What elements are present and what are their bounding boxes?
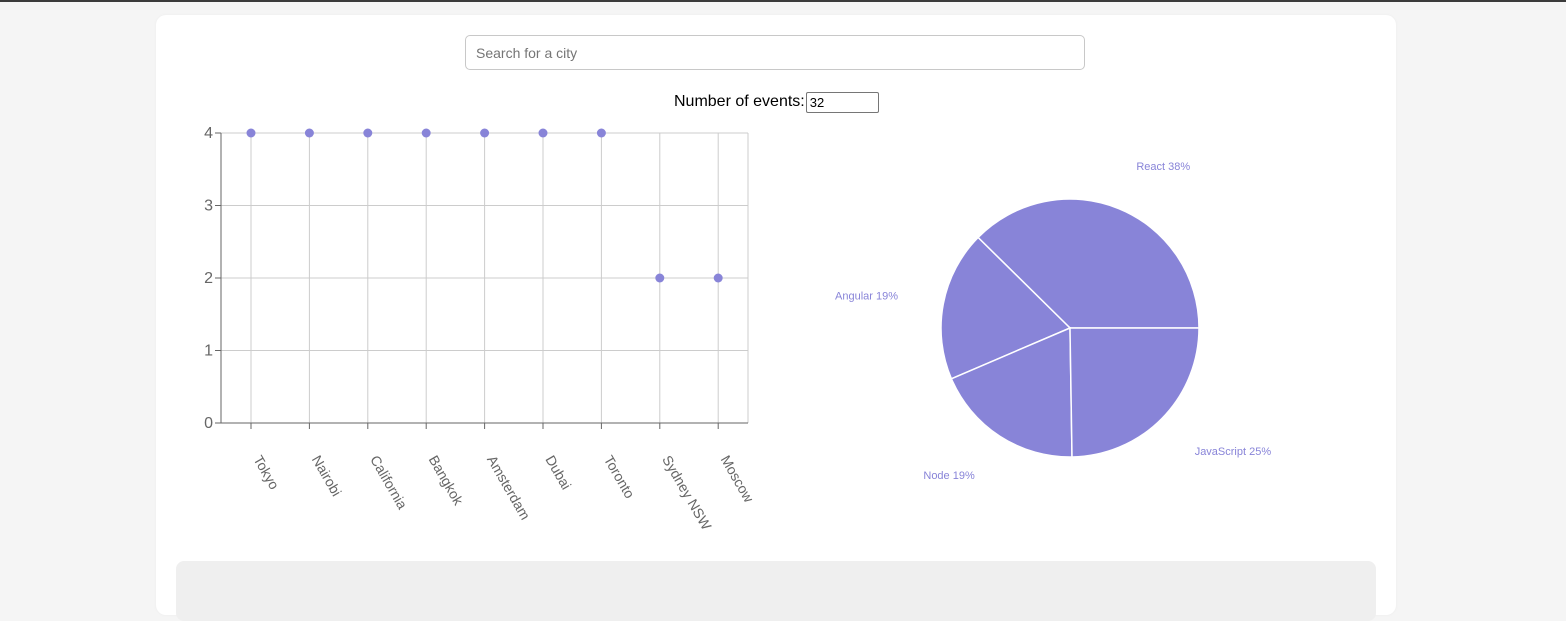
data-point[interactable] bbox=[304, 128, 314, 138]
data-point[interactable] bbox=[480, 128, 490, 138]
pie-slices bbox=[940, 198, 1200, 458]
y-tick-label: 3 bbox=[204, 198, 213, 215]
scatter-y-ticks: 0 1 2 3 4 bbox=[204, 125, 221, 432]
number-of-events-row: Number of events: bbox=[674, 91, 879, 113]
pie-label-react: React 38% bbox=[1136, 161, 1190, 173]
data-point[interactable] bbox=[363, 128, 373, 138]
scatter-points bbox=[246, 128, 723, 283]
data-point[interactable] bbox=[421, 128, 431, 138]
main-card: Number of events: bbox=[156, 15, 1396, 621]
pie-labels: React 38% Angular 19% Node 19% JavaScript 2… bbox=[835, 161, 1271, 482]
y-tick-label: 2 bbox=[204, 270, 213, 287]
y-tick-label: 4 bbox=[204, 125, 213, 142]
window-top-border bbox=[0, 0, 1566, 2]
city-search-input[interactable] bbox=[465, 35, 1085, 70]
data-point[interactable] bbox=[246, 128, 256, 138]
pie-slice-node[interactable] bbox=[950, 326, 1073, 458]
pie-slice-javascript[interactable] bbox=[1069, 327, 1200, 458]
data-point[interactable] bbox=[713, 273, 723, 283]
pie-label-node: Node 19% bbox=[923, 470, 975, 482]
pie-label-javascript: JavaScript 25% bbox=[1195, 446, 1272, 458]
data-point[interactable] bbox=[655, 273, 665, 283]
number-of-events-input[interactable] bbox=[805, 91, 879, 113]
genre-pie-chart: React 38% Angular 19% Node 19% JavaScript 2… bbox=[835, 161, 1271, 482]
data-point[interactable] bbox=[596, 128, 606, 138]
y-tick-label: 1 bbox=[204, 343, 213, 360]
pie-slice-angular[interactable] bbox=[940, 236, 1072, 380]
pie-label-angular: Angular 19% bbox=[835, 291, 898, 303]
pie-slice-react[interactable] bbox=[977, 198, 1200, 329]
y-tick-label: 0 bbox=[204, 415, 213, 432]
number-of-events-label: Number of events: bbox=[674, 93, 805, 110]
data-point[interactable] bbox=[538, 128, 548, 138]
